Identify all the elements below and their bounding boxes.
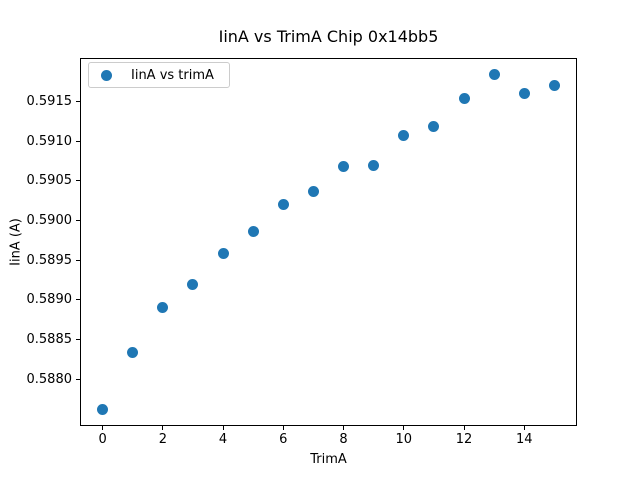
chart-title: IinA vs TrimA Chip 0x14bb5 xyxy=(218,27,439,46)
x-tick-label: 14 xyxy=(516,432,533,447)
y-tick-label: 0.5880 xyxy=(26,371,73,387)
x-tick-label: 8 xyxy=(339,432,348,447)
data-point xyxy=(338,161,350,173)
data-point xyxy=(217,247,229,259)
y-tick-label: 0.5910 xyxy=(26,133,73,149)
data-point xyxy=(458,92,470,104)
x-tick-mark xyxy=(463,426,465,430)
legend-label: IinA vs trimA xyxy=(131,67,214,83)
data-point xyxy=(398,130,410,142)
y-tick-label: 0.5900 xyxy=(26,213,73,229)
y-tick-mark xyxy=(76,101,80,103)
y-tick-mark xyxy=(76,299,80,301)
y-tick-mark xyxy=(76,259,80,261)
data-point xyxy=(368,159,380,171)
x-tick-label: 6 xyxy=(279,432,288,447)
x-tick-mark xyxy=(162,426,164,430)
legend: IinA vs trimA xyxy=(88,62,230,88)
x-tick-label: 10 xyxy=(395,432,413,447)
y-tick-label: 0.5895 xyxy=(26,252,73,268)
x-tick-label: 2 xyxy=(158,432,167,447)
legend-marker-dot xyxy=(101,69,112,81)
x-tick-mark xyxy=(403,426,405,430)
data-point xyxy=(277,199,289,211)
data-point xyxy=(97,403,109,415)
data-point xyxy=(157,302,169,314)
y-tick-label: 0.5915 xyxy=(26,94,73,110)
y-tick-label: 0.5905 xyxy=(26,173,73,189)
x-tick-label: 0 xyxy=(98,432,107,447)
y-tick-label: 0.5885 xyxy=(26,332,73,348)
data-point xyxy=(187,278,199,290)
y-axis-label: IinA (A) xyxy=(8,218,24,266)
data-point xyxy=(307,185,319,197)
data-point xyxy=(488,69,500,81)
x-tick-mark xyxy=(222,426,224,430)
y-tick-mark xyxy=(76,339,80,341)
x-tick-mark xyxy=(282,426,284,430)
data-point xyxy=(518,88,530,100)
x-tick-label: 4 xyxy=(218,432,228,447)
data-point xyxy=(127,346,139,358)
y-tick-mark xyxy=(76,140,80,142)
x-axis-label: TrimA xyxy=(310,452,347,467)
x-tick-mark xyxy=(102,426,104,430)
data-point xyxy=(548,80,560,92)
y-tick-mark xyxy=(76,378,80,380)
plot-area xyxy=(80,58,577,426)
data-point xyxy=(428,120,440,132)
data-point xyxy=(247,226,259,238)
y-tick-mark xyxy=(76,180,80,182)
x-tick-mark xyxy=(523,426,525,430)
y-tick-mark xyxy=(76,220,80,222)
y-tick-label: 0.5890 xyxy=(26,292,73,308)
x-tick-mark xyxy=(343,426,345,430)
x-tick-label: 12 xyxy=(455,432,473,447)
